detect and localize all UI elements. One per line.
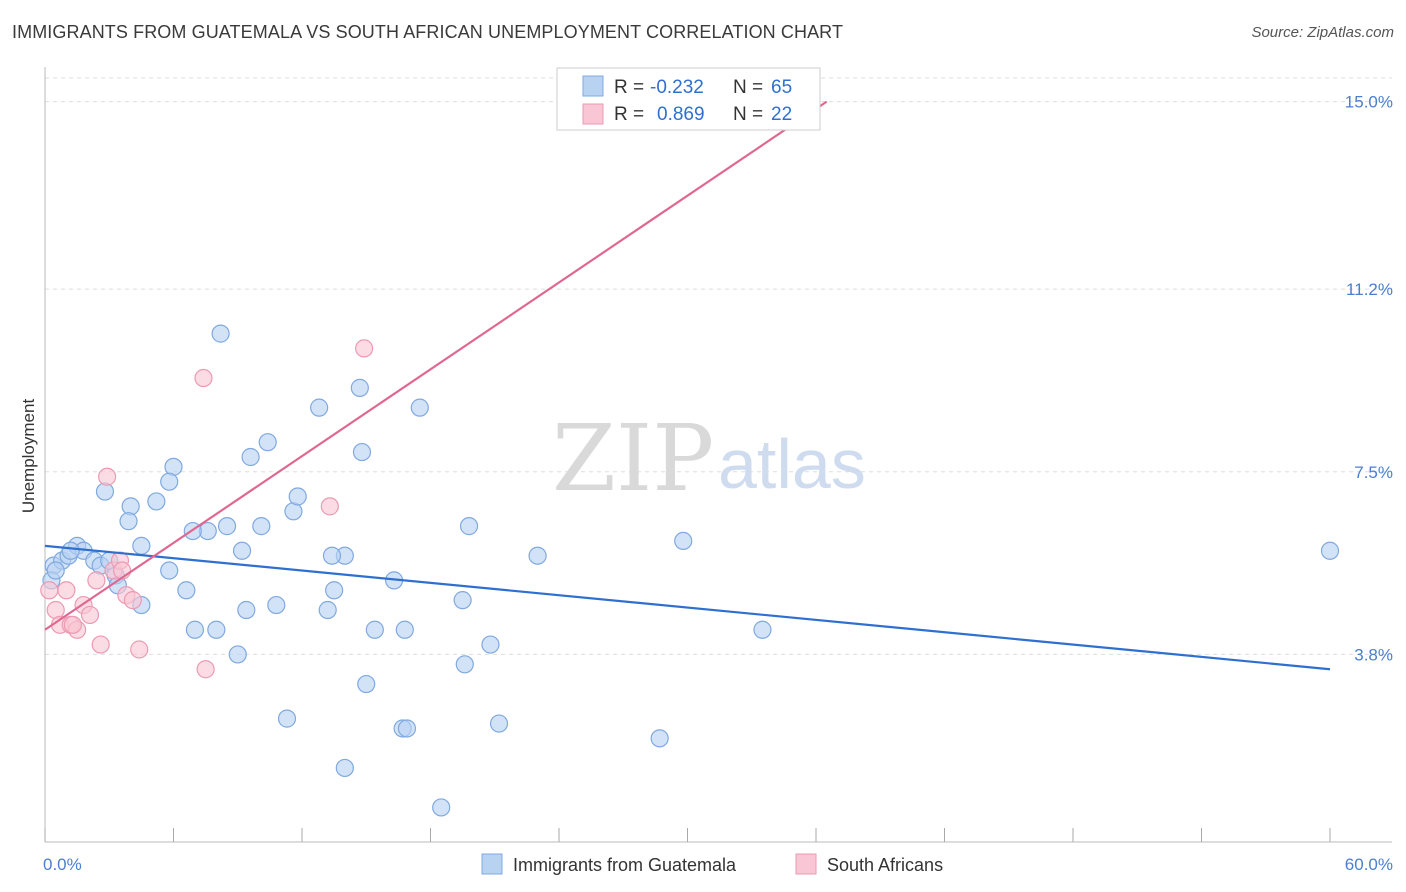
- guatemala-point-31: [322, 546, 342, 565]
- y-tick-labels: 3.8% 7.5% 11.2% 15.0%: [1345, 93, 1393, 665]
- guatemala-point-9: [95, 482, 115, 501]
- guatemala-point-21: [258, 433, 277, 452]
- south-africans-point-3: [57, 581, 76, 600]
- legend-label-guatemala: Immigrants from Guatemala: [513, 855, 737, 875]
- source-credit: Source: ZipAtlas.com: [1251, 24, 1394, 41]
- axes: [44, 67, 1392, 843]
- y-axis-label: Unemployment: [19, 399, 38, 514]
- guatemala-point-10: [121, 497, 140, 516]
- series-south-africans-points: [40, 339, 374, 679]
- guatemala-point-20: [241, 447, 260, 467]
- south-africans-point-18: [320, 497, 339, 516]
- gridlines: [45, 77, 1392, 655]
- watermark-zip: ZIP: [552, 405, 714, 512]
- y-tick-label-3: 15.0%: [1345, 93, 1393, 112]
- south-africans-point-9: [91, 635, 110, 654]
- y-tick-label-2: 11.2%: [1346, 280, 1393, 299]
- trendline-south-africans: [44, 100, 828, 631]
- guatemala-point-22: [252, 517, 271, 536]
- trendline-guatemala: [44, 544, 1331, 671]
- guatemala-point-49: [357, 674, 376, 694]
- guatemala-point-41: [267, 595, 286, 615]
- guatemala-point-28: [410, 398, 429, 417]
- stats-n-value-pink: 22: [771, 104, 792, 125]
- guatemala-point-59: [459, 517, 479, 536]
- guatemala-point-13: [119, 512, 138, 531]
- stats-r-value-blue: -0.232: [650, 77, 704, 98]
- south-africans-point-8: [87, 571, 106, 590]
- watermark-atlas: atlas: [718, 425, 866, 503]
- south-africans-point-16: [194, 368, 213, 388]
- guatemala-point-58: [528, 546, 547, 565]
- x-tick-labels: 0.0% 60.0%: [43, 855, 1393, 874]
- stats-swatch-blue: [582, 75, 604, 97]
- guatemala-point-42: [318, 600, 337, 620]
- stats-n-value-blue: 65: [771, 77, 792, 98]
- guatemala-point-48: [228, 645, 247, 664]
- guatemala-point-12: [147, 492, 166, 511]
- guatemala-point-15: [160, 472, 179, 491]
- guatemala-point-61: [1320, 541, 1340, 560]
- x-tick-label-0: 0.0%: [43, 855, 82, 874]
- guatemala-point-64: [61, 541, 80, 560]
- south-africans-point-19: [355, 339, 374, 358]
- guatemala-point-17: [211, 324, 230, 343]
- south-africans-point-14: [123, 591, 142, 610]
- guatemala-point-24: [288, 487, 307, 506]
- guatemala-point-37: [160, 561, 179, 580]
- guatemala-point-53: [489, 714, 509, 733]
- y-tick-label-1: 7.5%: [1354, 463, 1393, 482]
- south-africans-point-15: [130, 640, 149, 659]
- guatemala-point-26: [350, 378, 369, 397]
- south-africans-point-21: [63, 615, 82, 634]
- stats-n-label-pink: N =: [733, 104, 763, 125]
- south-africans-point-0: [40, 581, 59, 600]
- guatemala-point-54: [335, 758, 354, 778]
- stats-r-label-blue: R =: [614, 77, 644, 98]
- legend-label-south-africans: South Africans: [827, 855, 943, 875]
- guatemala-point-47: [455, 655, 474, 674]
- south-africans-point-10: [98, 467, 117, 486]
- stats-box: R = -0.232 N = 65 R = 0.869 N = 22: [556, 67, 821, 131]
- guatemala-point-25: [310, 398, 329, 417]
- guatemala-point-43: [365, 620, 384, 639]
- series-guatemala-points: [42, 324, 1340, 817]
- guatemala-point-29: [232, 541, 252, 560]
- legend-swatch-pink: [795, 853, 817, 875]
- guatemala-point-34: [177, 581, 196, 600]
- legend-swatch-blue: [481, 853, 503, 875]
- guatemala-point-45: [453, 591, 472, 610]
- guatemala-point-39: [207, 620, 226, 639]
- south-africans-point-7: [80, 605, 100, 625]
- guatemala-point-55: [432, 798, 451, 817]
- x-tick-label-1: 60.0%: [1345, 855, 1393, 874]
- legend: Immigrants from Guatemala South Africans: [481, 853, 943, 875]
- guatemala-point-63: [46, 561, 65, 580]
- south-africans-point-17: [196, 660, 215, 679]
- guatemala-point-11: [132, 536, 151, 555]
- guatemala-point-38: [185, 620, 205, 639]
- guatemala-point-50: [277, 709, 297, 728]
- guatemala-point-44: [395, 620, 414, 639]
- guatemala-point-18: [217, 517, 237, 536]
- chart-title: IMMIGRANTS FROM GUATEMALA VS SOUTH AFRIC…: [12, 22, 844, 42]
- y-tick-label-0: 3.8%: [1354, 645, 1393, 664]
- guatemala-point-40: [237, 600, 256, 620]
- guatemala-point-56: [650, 729, 669, 748]
- guatemala-point-52: [397, 719, 417, 738]
- watermark: ZIP atlas: [552, 405, 866, 512]
- guatemala-point-46: [481, 635, 500, 654]
- stats-r-label-pink: R =: [614, 104, 644, 125]
- guatemala-point-60: [674, 531, 693, 551]
- guatemala-point-57: [753, 620, 772, 639]
- stats-n-label-blue: N =: [733, 77, 763, 98]
- stats-r-value-pink: 0.869: [657, 104, 705, 125]
- trendlines: [44, 100, 1331, 671]
- guatemala-point-33: [325, 581, 344, 600]
- stats-swatch-pink: [582, 103, 604, 125]
- guatemala-point-27: [352, 442, 372, 462]
